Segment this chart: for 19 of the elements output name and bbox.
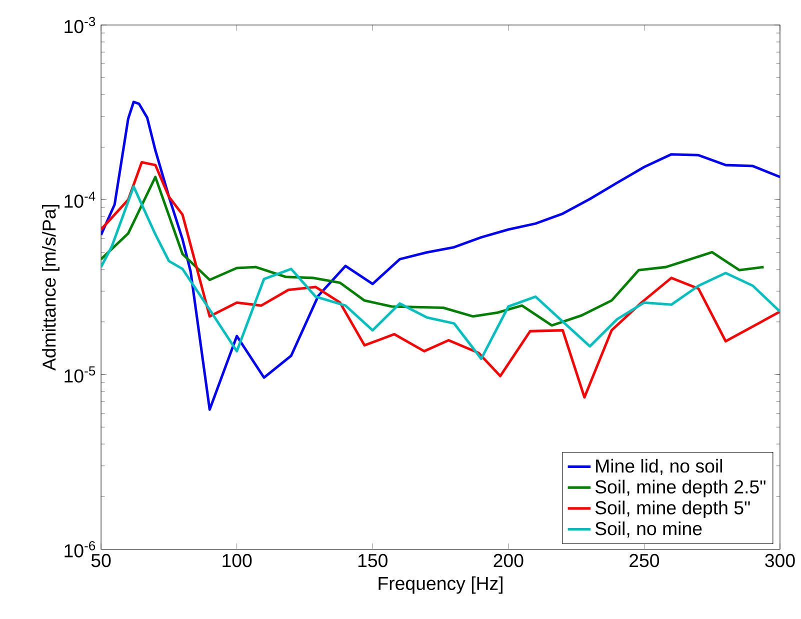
legend-label: Soil, no mine <box>595 521 702 538</box>
x-tick-label: 150 <box>358 554 388 568</box>
x-tick-label: 100 <box>222 554 252 568</box>
legend-label: Soil, mine depth 2.5" <box>595 480 766 498</box>
line-series <box>101 160 780 398</box>
legend-label: Mine lid, no soil <box>596 458 722 475</box>
x-tick-label: 300 <box>765 554 795 568</box>
x-axis-title: Frequency [Hz] <box>378 576 502 594</box>
x-tick-label: 200 <box>494 554 524 568</box>
line-series <box>101 100 780 411</box>
y-tick-label: 10$^{-4}$ <box>64 192 96 208</box>
y-tick-label: 10$^{-5}$ <box>64 366 96 382</box>
x-tick-label: 250 <box>630 554 660 568</box>
x-tick-label: 50 <box>91 554 111 568</box>
line-series <box>101 185 780 360</box>
y-tick-label: 10$^{-3}$ <box>64 16 96 34</box>
y-axis-title: Admittance [m/s/Pa] <box>42 204 60 371</box>
line-series <box>101 176 765 327</box>
legend-label: Soil, mine depth 5" <box>595 500 750 518</box>
